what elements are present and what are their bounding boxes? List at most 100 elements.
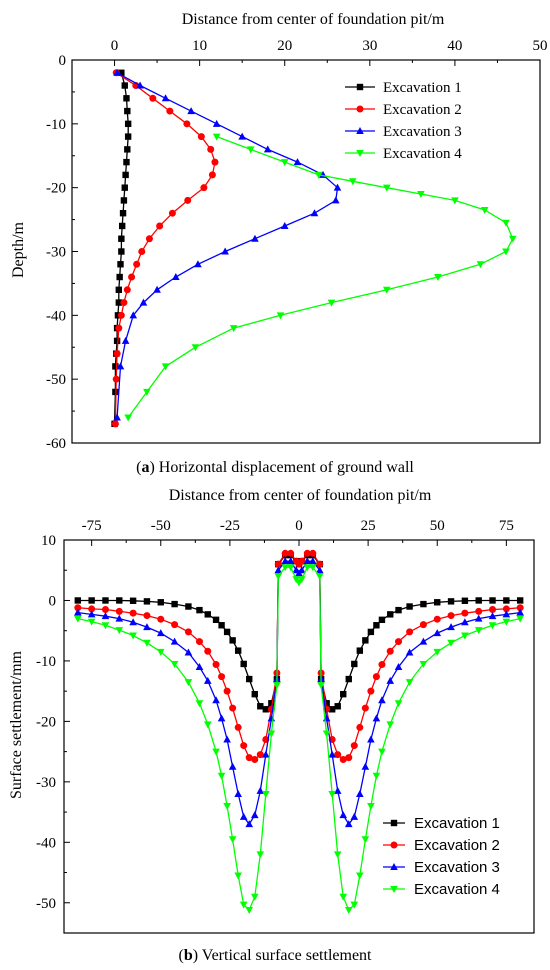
chart-a-excavation-2-point bbox=[200, 184, 208, 192]
chart-a-excavation-2-point bbox=[138, 248, 146, 255]
chart-b-excavation-2-point bbox=[143, 612, 151, 620]
chart-b-excavation-4-point bbox=[333, 851, 342, 859]
chart-a-excavation-3-point bbox=[121, 336, 130, 344]
chart-a-excavation-2-point bbox=[166, 107, 174, 115]
chart-b-excavation-4-point bbox=[274, 573, 283, 581]
chart-b-excavation-3-point bbox=[217, 714, 226, 722]
chart-b-excavation-4-point bbox=[367, 803, 375, 811]
chart-b-excavation-1-point bbox=[218, 622, 225, 629]
chart-a-excavation-1-point bbox=[124, 146, 131, 153]
chart-b-legend-marker bbox=[390, 886, 398, 893]
chart-a-excavation-3-point bbox=[139, 298, 148, 306]
chart-b-excavation-2-point bbox=[345, 754, 353, 762]
chart-a-excavation-3-point bbox=[310, 209, 319, 217]
chart-a-excavation-3-point bbox=[263, 145, 272, 153]
chart-b-excavation-3-point bbox=[372, 714, 381, 722]
chart-a-excavation-1-point bbox=[123, 158, 130, 166]
chart-b-excavation-2-point bbox=[386, 647, 394, 655]
chart-a-legend-item: Excavation 1 bbox=[345, 80, 462, 96]
chart-b-excavation-3-point bbox=[461, 618, 469, 626]
chart-b-excavation-3-point bbox=[378, 696, 386, 704]
chart-a-y-tick-label: -20 bbox=[46, 181, 66, 197]
chart-b-excavation-1-point bbox=[461, 597, 469, 604]
chart-b-legend-label: Excavation 4 bbox=[414, 881, 500, 898]
chart-a-excavation-4-point bbox=[161, 363, 170, 371]
chart-b-excavation-3-point bbox=[143, 623, 151, 631]
chart-a-excavation-1-point bbox=[118, 248, 125, 255]
chart-b-excavation-3-point bbox=[344, 820, 353, 828]
chart-b-excavation-2-point bbox=[361, 704, 369, 712]
chart-a-excavation-3-point bbox=[113, 413, 121, 421]
chart-b-excavation-4-point bbox=[317, 682, 325, 690]
chart-a-excavation-4-point bbox=[280, 159, 289, 167]
chart-a-excavation-2-point bbox=[113, 350, 121, 358]
chart-a-x-tick-label: 20 bbox=[277, 38, 292, 54]
chart-b-excavation-4-point bbox=[156, 648, 165, 656]
chart-b-legend-item: Excavation 1 bbox=[383, 815, 500, 832]
chart-b-x-tick-label: -50 bbox=[151, 518, 171, 534]
chart-b-excavation-3-point bbox=[239, 812, 248, 820]
chart-b-excavation-1-point bbox=[143, 598, 151, 605]
chart-a-excavation-4-point bbox=[229, 325, 238, 333]
chart-b-excavation-4-point bbox=[322, 730, 331, 738]
chart-b-excavation-1-point bbox=[116, 597, 123, 604]
chart-b-excavation-1-point bbox=[157, 599, 164, 606]
chart-b-excavation-4-point bbox=[350, 901, 359, 909]
chart-a-excavation-4-point bbox=[212, 133, 221, 141]
chart-b-excavation-1-point bbox=[420, 600, 427, 608]
chart-b-legend-label: Excavation 2 bbox=[414, 837, 500, 854]
chart-a-excavation-4-point bbox=[383, 286, 391, 294]
chart-b-excavation-4-point bbox=[488, 622, 497, 630]
chart-b-excavation-1-point bbox=[229, 637, 236, 644]
chart-b-excavation-4-point bbox=[309, 564, 317, 572]
chart-a-excavation-2-point bbox=[117, 311, 125, 319]
chart-b-excavation-4-point bbox=[516, 615, 524, 623]
chart-a-excavation-1-point bbox=[118, 69, 125, 76]
chart-b-excavation-1-point bbox=[240, 660, 247, 668]
chart-b-excavation-4-point bbox=[281, 564, 289, 572]
chart-a-excavation-2-point bbox=[123, 286, 131, 294]
chart-a-excavation-4-point bbox=[434, 274, 442, 282]
chart-b-excavation-3-point bbox=[333, 786, 342, 794]
chart-b-excavation-2-point bbox=[229, 704, 237, 712]
chart-b-excavation-3-point bbox=[101, 612, 110, 620]
chart-b-excavation-1-point bbox=[74, 597, 82, 604]
chart-a-plot-frame bbox=[71, 59, 541, 444]
chart-b-caption: (b) Vertical surface settlement bbox=[179, 947, 373, 964]
chart-b-excavation-2-point bbox=[184, 628, 192, 636]
chart-b-excavation-1-point bbox=[257, 703, 264, 710]
chart-b-excavation-1-point bbox=[262, 706, 270, 713]
chart-b-excavation-2-point bbox=[447, 612, 455, 620]
chart-b-excavation-1-point bbox=[367, 628, 375, 636]
chart-b-excavation-3-point bbox=[361, 762, 370, 770]
chart-b-excavation-4-point bbox=[234, 872, 242, 880]
chart-b-excavation-4-point bbox=[433, 648, 442, 656]
chart-b-excavation-1-point bbox=[171, 600, 178, 608]
chart-b-excavation-2-point bbox=[212, 661, 220, 669]
chart-a-excavation-3-point bbox=[331, 196, 340, 204]
chart-b-excavation-2-point bbox=[406, 628, 414, 636]
chart-a-excavation-2-point bbox=[145, 235, 153, 243]
chart-a-y-tick-label: 0 bbox=[59, 53, 67, 69]
chart-b-excavation-1-point bbox=[88, 597, 95, 604]
chart-b-excavation-3-point bbox=[274, 566, 283, 574]
chart-b-excavation-2-point bbox=[204, 647, 212, 655]
chart-b-x-tick-label: -25 bbox=[220, 518, 240, 534]
chart-b-excavation-2-point bbox=[516, 604, 524, 612]
chart-b-excavation-4-point bbox=[419, 660, 428, 668]
chart-b-excavation-1-point bbox=[196, 606, 203, 614]
chart-b-excavation-2-point bbox=[101, 606, 109, 614]
chart-b-excavation-2-point bbox=[433, 615, 441, 623]
chart-a-excavation-1-point bbox=[121, 82, 128, 89]
chart-b-excavation-3-point bbox=[309, 557, 317, 565]
chart-b-excavation-2-point bbox=[129, 609, 137, 617]
chart-a-excavation-4-line bbox=[127, 135, 514, 418]
chart-b-excavation-2-point bbox=[461, 609, 469, 617]
chart-b-excavation-4-point bbox=[101, 622, 110, 630]
chart-a-excavation-3-point bbox=[116, 362, 125, 370]
chart-a-excavation-1-point bbox=[115, 299, 122, 306]
chart-b-excavation-4-point bbox=[328, 790, 336, 798]
chart-b-excavation-4-point bbox=[87, 618, 96, 626]
chart-b-excavation-2-point bbox=[287, 549, 295, 557]
chart-b-excavation-2-point bbox=[367, 687, 375, 695]
